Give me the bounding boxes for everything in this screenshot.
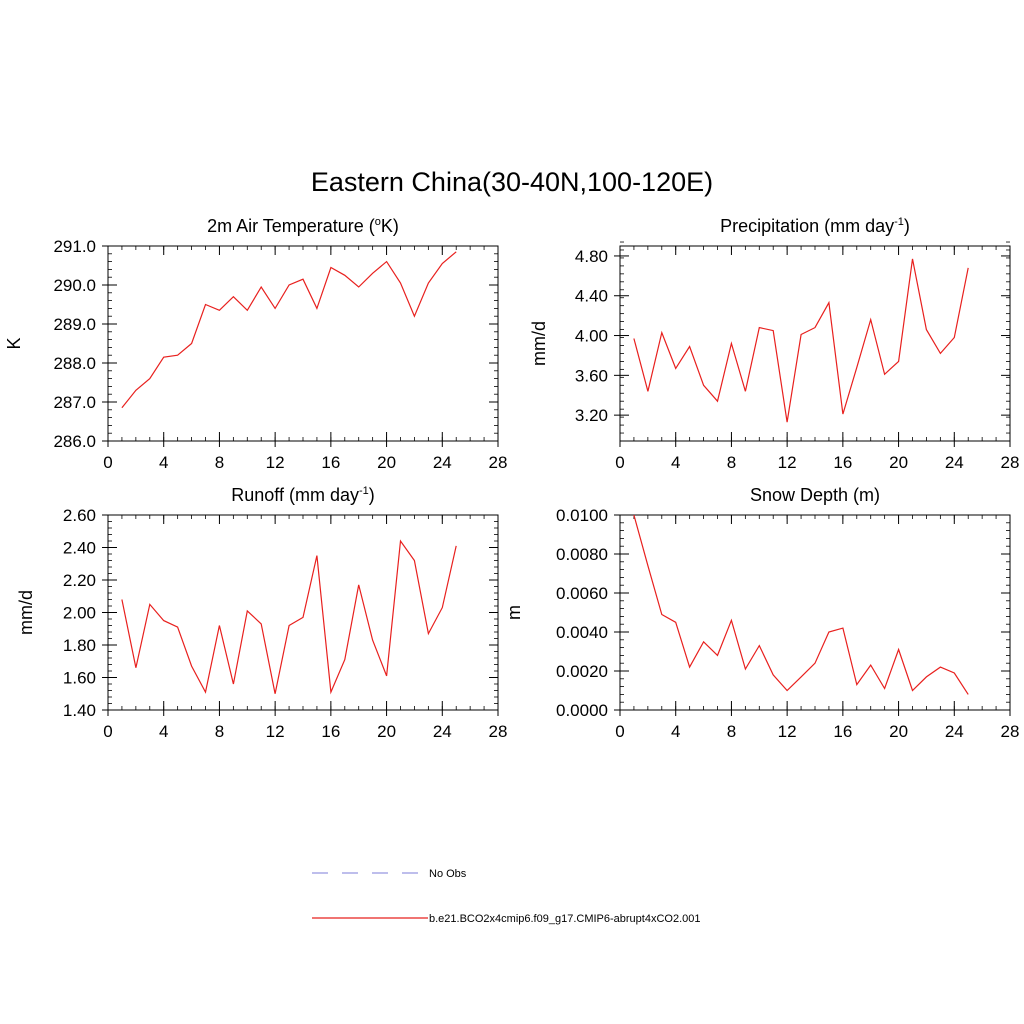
y-tick-label: 288.0: [53, 354, 96, 373]
y-axis-label: m: [504, 605, 524, 620]
y-tick-label: 1.80: [63, 636, 96, 655]
y-tick-label: 0.0060: [556, 584, 608, 603]
y-tick-label: 2.60: [63, 506, 96, 525]
y-tick-label: 0.0040: [556, 623, 608, 642]
plot-frame: [107, 245, 499, 442]
x-tick-label: 4: [671, 453, 680, 472]
y-tick-label: 4.40: [575, 287, 608, 306]
y-tick-label: 2.00: [63, 604, 96, 623]
x-tick-label: 24: [945, 722, 964, 741]
panel-title: Precipitation (mm day-1): [720, 216, 910, 236]
y-tick-label: 2.40: [63, 539, 96, 558]
panel-air-temperature: 0 4 8 12 16 20 24 28 286.0 287.0 288.0 289.0 290.0 29…: [4, 216, 507, 472]
chart-panels: 0 4 8 12 16 20 24 28 286.0 287.0 288.0 289.0 290.0 29…: [4, 216, 1019, 741]
x-tick-label: 16: [321, 453, 340, 472]
y-axis-label: mm/d: [529, 321, 549, 366]
y-tick-label: 0.0020: [556, 662, 608, 681]
legend: No Obs b.e21.BCO2x4cmip6.f09_g17.CMIP6-a…: [312, 868, 701, 925]
series-line: [633, 514, 969, 695]
y-axis-label: mm/d: [16, 590, 36, 635]
panel-snow-depth: 0 4 8 12 16 20 24 28 0.0000 0.0020 0.0040 0.0060 0.0…: [504, 485, 1019, 741]
x-tick-label: 28: [489, 453, 508, 472]
y-tick-label: 0.0100: [556, 506, 608, 525]
series-line: [121, 539, 457, 695]
y-tick-label: 290.0: [53, 276, 96, 295]
panel-title: Snow Depth (m): [750, 485, 880, 505]
x-tick-label: 20: [377, 722, 396, 741]
y-tick-label: 0.0000: [556, 701, 608, 720]
x-tick-label: 12: [266, 722, 285, 741]
x-tick-label: 8: [727, 722, 736, 741]
series-line: [121, 251, 457, 409]
x-tick-label: 0: [615, 453, 624, 472]
y-tick-label: 0.0080: [556, 545, 608, 564]
plot-frame: [619, 245, 1011, 442]
x-tick-label: 20: [377, 453, 396, 472]
plot-frame: [619, 514, 1011, 711]
x-tick-label: 8: [727, 453, 736, 472]
y-tick-label: 3.20: [575, 406, 608, 425]
series-line: [633, 258, 969, 423]
x-tick-label: 12: [778, 453, 797, 472]
x-tick-label: 4: [159, 453, 168, 472]
x-tick-label: 12: [266, 453, 285, 472]
y-tick-label: 287.0: [53, 393, 96, 412]
x-tick-label: 28: [1001, 722, 1020, 741]
x-tick-label: 12: [778, 722, 797, 741]
x-tick-label: 24: [433, 453, 452, 472]
x-tick-label: 20: [889, 453, 908, 472]
panel-title: 2m Air Temperature (oK): [207, 216, 399, 236]
figure-title: Eastern China(30-40N,100-120E): [311, 167, 713, 197]
legend-obs-label: No Obs: [429, 868, 467, 880]
x-tick-label: 0: [103, 453, 112, 472]
panel-runoff: 0 4 8 12 16 20 24 28 1.40 1.60 1.80 2.00 2.20 2.40 2.6…: [16, 485, 507, 741]
x-tick-label: 16: [321, 722, 340, 741]
legend-model-label: b.e21.BCO2x4cmip6.f09_g17.CMIP6-abrupt4x…: [429, 913, 701, 925]
y-tick-label: 3.60: [575, 366, 608, 385]
y-tick-label: 1.40: [63, 701, 96, 720]
y-tick-label: 4.80: [575, 247, 608, 266]
y-tick-label: 2.20: [63, 571, 96, 590]
y-tick-label: 291.0: [53, 237, 96, 256]
panel-title: Runoff (mm day-1): [231, 485, 375, 505]
x-tick-label: 20: [889, 722, 908, 741]
x-tick-label: 28: [489, 722, 508, 741]
x-tick-label: 0: [615, 722, 624, 741]
panel-precipitation: 0 4 8 12 16 20 24 28 3.20 3.60 4.00 4.40 4.80 Precipi…: [529, 216, 1019, 472]
x-tick-label: 4: [671, 722, 680, 741]
x-tick-label: 4: [159, 722, 168, 741]
y-tick-label: 1.60: [63, 669, 96, 688]
x-tick-label: 8: [215, 453, 224, 472]
x-tick-label: 24: [433, 722, 452, 741]
y-axis-label: K: [4, 337, 24, 349]
x-tick-label: 8: [215, 722, 224, 741]
x-tick-label: 16: [833, 722, 852, 741]
y-tick-label: 286.0: [53, 432, 96, 451]
x-tick-label: 28: [1001, 453, 1020, 472]
y-tick-label: 289.0: [53, 315, 96, 334]
x-tick-label: 24: [945, 453, 964, 472]
y-tick-label: 4.00: [575, 327, 608, 346]
x-tick-label: 0: [103, 722, 112, 741]
x-tick-label: 16: [833, 453, 852, 472]
